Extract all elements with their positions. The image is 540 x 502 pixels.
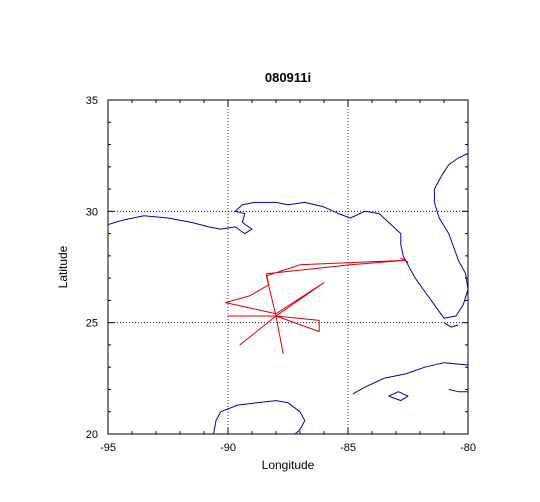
y-axis: 20 25 30 35: [86, 95, 468, 441]
chart-title: 080911i: [265, 70, 311, 85]
y-tick-label: 30: [86, 206, 98, 218]
coastline: [448, 389, 468, 393]
y-axis-label: Latitude: [56, 245, 70, 288]
coastline: [352, 362, 468, 395]
x-tick-label: -90: [220, 442, 236, 454]
coastline-layer: [108, 152, 468, 434]
x-axis: -95 -90 -85 -80: [100, 100, 476, 454]
x-tick-label: -95: [100, 442, 116, 454]
y-tick-label: 35: [86, 95, 98, 107]
x-axis-label: Longitude: [262, 458, 315, 472]
coastline: [388, 391, 409, 402]
flight-track: [225, 257, 409, 355]
flight-track-layer: [225, 257, 409, 355]
coastline: [213, 400, 306, 434]
gridlines: [108, 100, 468, 434]
plot-frame: [107, 99, 469, 435]
y-tick-label: 25: [86, 318, 98, 330]
coastline: [108, 152, 468, 319]
y-tick-label: 20: [86, 429, 98, 441]
coastline: [443, 322, 459, 328]
x-tick-label: -85: [340, 442, 356, 454]
x-tick-label: -80: [460, 442, 476, 454]
